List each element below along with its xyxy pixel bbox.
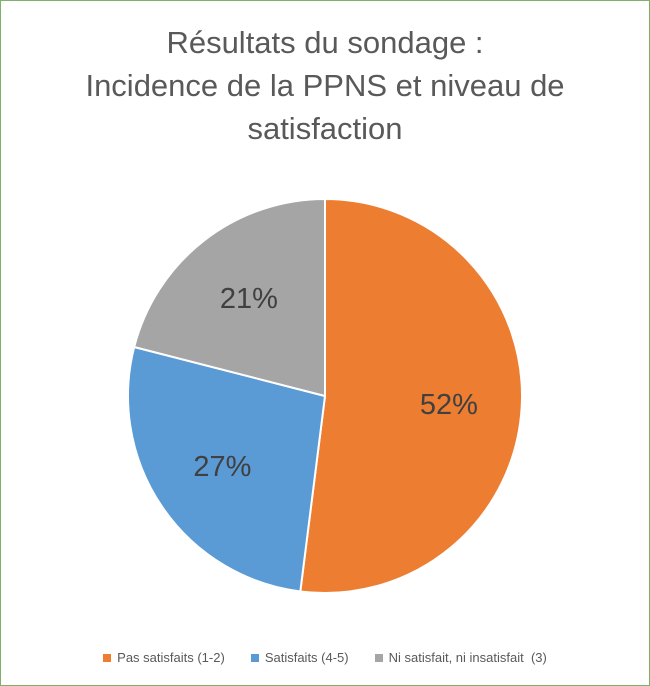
legend-item-pas-satisfaits: Pas satisfaits (1-2)	[103, 650, 225, 665]
legend-label: Pas satisfaits (1-2)	[117, 650, 225, 665]
data-label-pas-satisfaits: 52%	[420, 389, 478, 421]
chart-title-line-1: Résultats du sondage :	[166, 25, 484, 60]
legend-item-satisfaits: Satisfaits (4-5)	[250, 650, 349, 665]
chart-title-line-2: Incidence de la PPNS et niveau de	[85, 68, 565, 103]
legend-label: Ni satisfait, ni insatisfait (3)	[388, 650, 547, 665]
legend-item-ni-satisfait: Ni satisfait, ni insatisfait (3)	[374, 650, 547, 665]
pie-slice-ni-satisfait	[132, 197, 326, 398]
pie-slice-satisfaits	[127, 345, 327, 593]
legend-swatch	[250, 653, 259, 662]
legend-swatch	[103, 653, 112, 662]
legend-label: Satisfaits (4-5)	[264, 650, 349, 665]
legend: Pas satisfaits (1-2) Satisfaits (4-5) Ni…	[1, 650, 649, 665]
chart-title: Résultats du sondage : Incidence de la P…	[1, 21, 649, 150]
legend-swatch	[374, 653, 383, 662]
chart-title-line-3: satisfaction	[247, 111, 403, 146]
pie-chart: 52% 27% 21%	[127, 197, 523, 594]
pie-slice-pas-satisfaits	[299, 197, 523, 594]
data-label-satisfaits: 27%	[193, 451, 251, 483]
data-label-ni-satisfait: 21%	[220, 283, 278, 315]
